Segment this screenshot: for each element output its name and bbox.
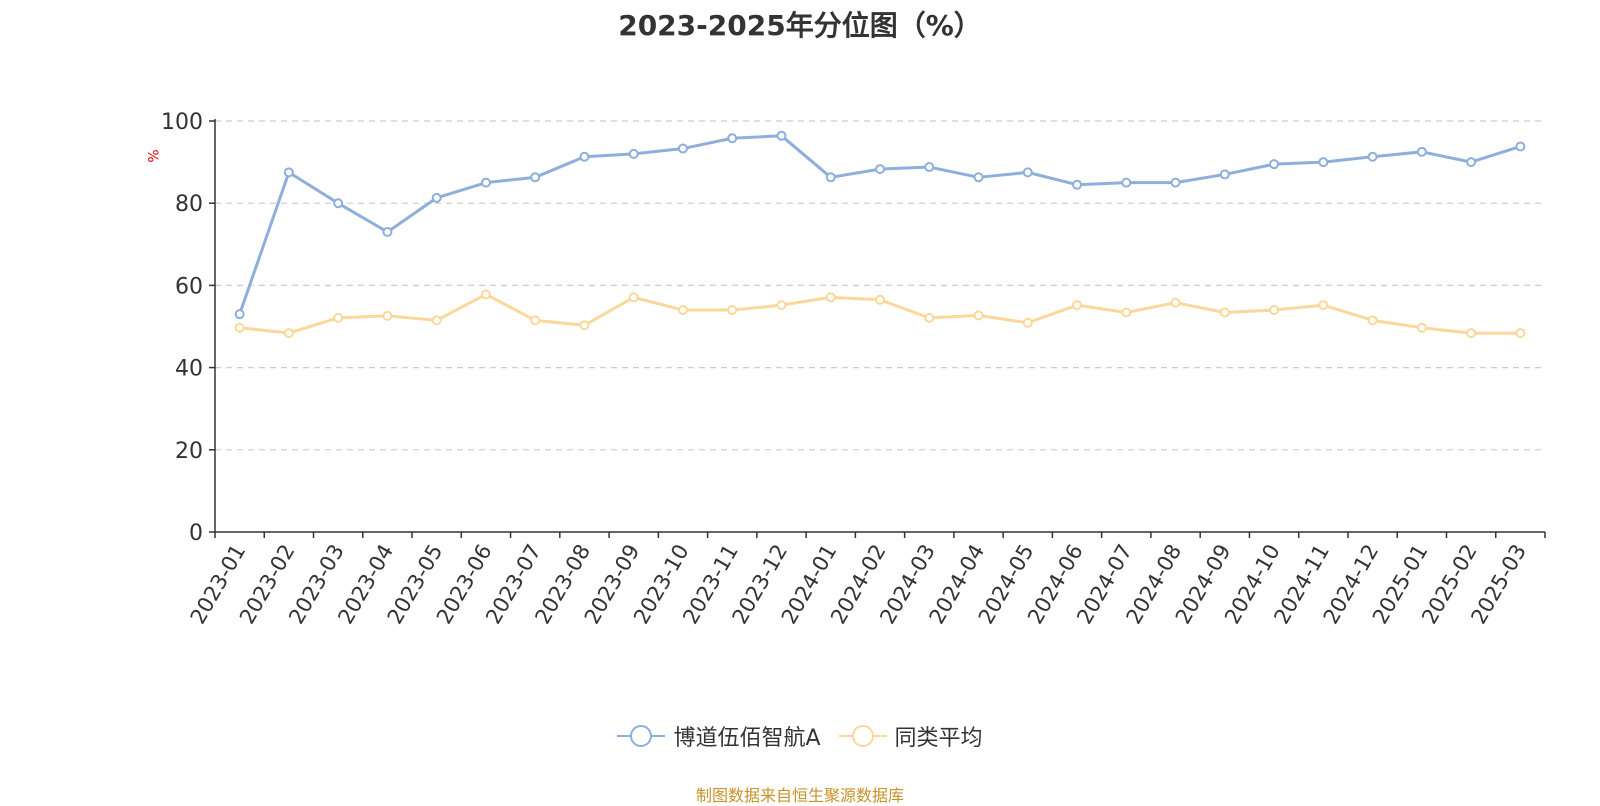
chart-title: 2023-2025年分位图（%）: [618, 9, 982, 42]
data-point: [1072, 300, 1083, 311]
y-tick-label: 40: [175, 357, 203, 382]
data-point: [628, 292, 639, 303]
legend-label: 同类平均: [894, 726, 983, 751]
legend-item-series-1[interactable]: 同类平均: [838, 720, 983, 752]
data-point: [1318, 157, 1329, 168]
data-point: [875, 294, 885, 305]
data-point: [677, 305, 688, 316]
data-point: [1269, 159, 1280, 170]
y-tick-label: 80: [175, 192, 203, 217]
legend: 博道伍佰智航A 同类平均: [0, 720, 1600, 752]
data-point: [1121, 177, 1132, 188]
data-point: [283, 328, 294, 339]
data-point: [234, 309, 245, 320]
y-tick-label: 20: [175, 439, 203, 464]
data-point: [1466, 328, 1477, 339]
data-point: [333, 312, 344, 323]
data-point: [530, 315, 541, 326]
data-point: [431, 192, 442, 203]
data-point: [973, 172, 984, 183]
y-tick-label: 0: [189, 521, 203, 546]
data-point: [1022, 167, 1033, 178]
data-point: [924, 312, 935, 323]
data-point: [1466, 157, 1477, 168]
data-point: [1367, 151, 1378, 162]
data-point: [431, 315, 442, 326]
data-point: [825, 172, 836, 183]
data-point: [1022, 317, 1033, 328]
data-source-note: 制图数据来自恒生聚源数据库: [695, 786, 904, 805]
data-point: [825, 292, 836, 303]
data-point: [628, 148, 639, 159]
legend-line-marker-icon: [838, 725, 887, 747]
data-point: [1219, 169, 1230, 180]
data-point: [1416, 322, 1427, 333]
data-point: [333, 198, 344, 209]
data-point: [1416, 146, 1427, 157]
data-point: [1367, 315, 1378, 326]
data-point: [382, 226, 393, 237]
data-point: [1219, 307, 1230, 318]
data-point: [1170, 177, 1181, 188]
data-point: [579, 320, 590, 331]
data-point: [234, 322, 245, 333]
legend-label: 博道伍佰智航A: [673, 726, 821, 751]
y-tick-label: 60: [175, 274, 203, 299]
data-point: [1318, 300, 1329, 311]
data-point: [1170, 297, 1181, 308]
data-point: [1269, 305, 1280, 316]
data-point: [727, 305, 738, 316]
legend-line-marker-icon: [617, 725, 666, 747]
data-point: [677, 143, 688, 154]
data-point: [973, 310, 984, 321]
data-point: [1515, 141, 1526, 152]
data-point: [480, 289, 491, 300]
data-point: [382, 310, 393, 321]
data-point: [776, 300, 787, 311]
data-point: [1072, 179, 1083, 190]
line-chart: 0204060801002023-012023-022023-032023-04…: [161, 110, 1546, 628]
legend-item-series-0[interactable]: 博道伍佰智航A: [617, 720, 821, 752]
data-point: [776, 130, 787, 141]
y-tick-label: 100: [161, 110, 203, 135]
data-point: [283, 167, 294, 178]
data-point: [1515, 328, 1526, 339]
data-point: [579, 151, 590, 162]
data-point: [875, 164, 885, 175]
data-point: [1121, 307, 1132, 318]
data-point: [924, 162, 935, 173]
data-point: [480, 177, 491, 188]
data-point: [530, 172, 541, 183]
data-point: [727, 133, 738, 144]
